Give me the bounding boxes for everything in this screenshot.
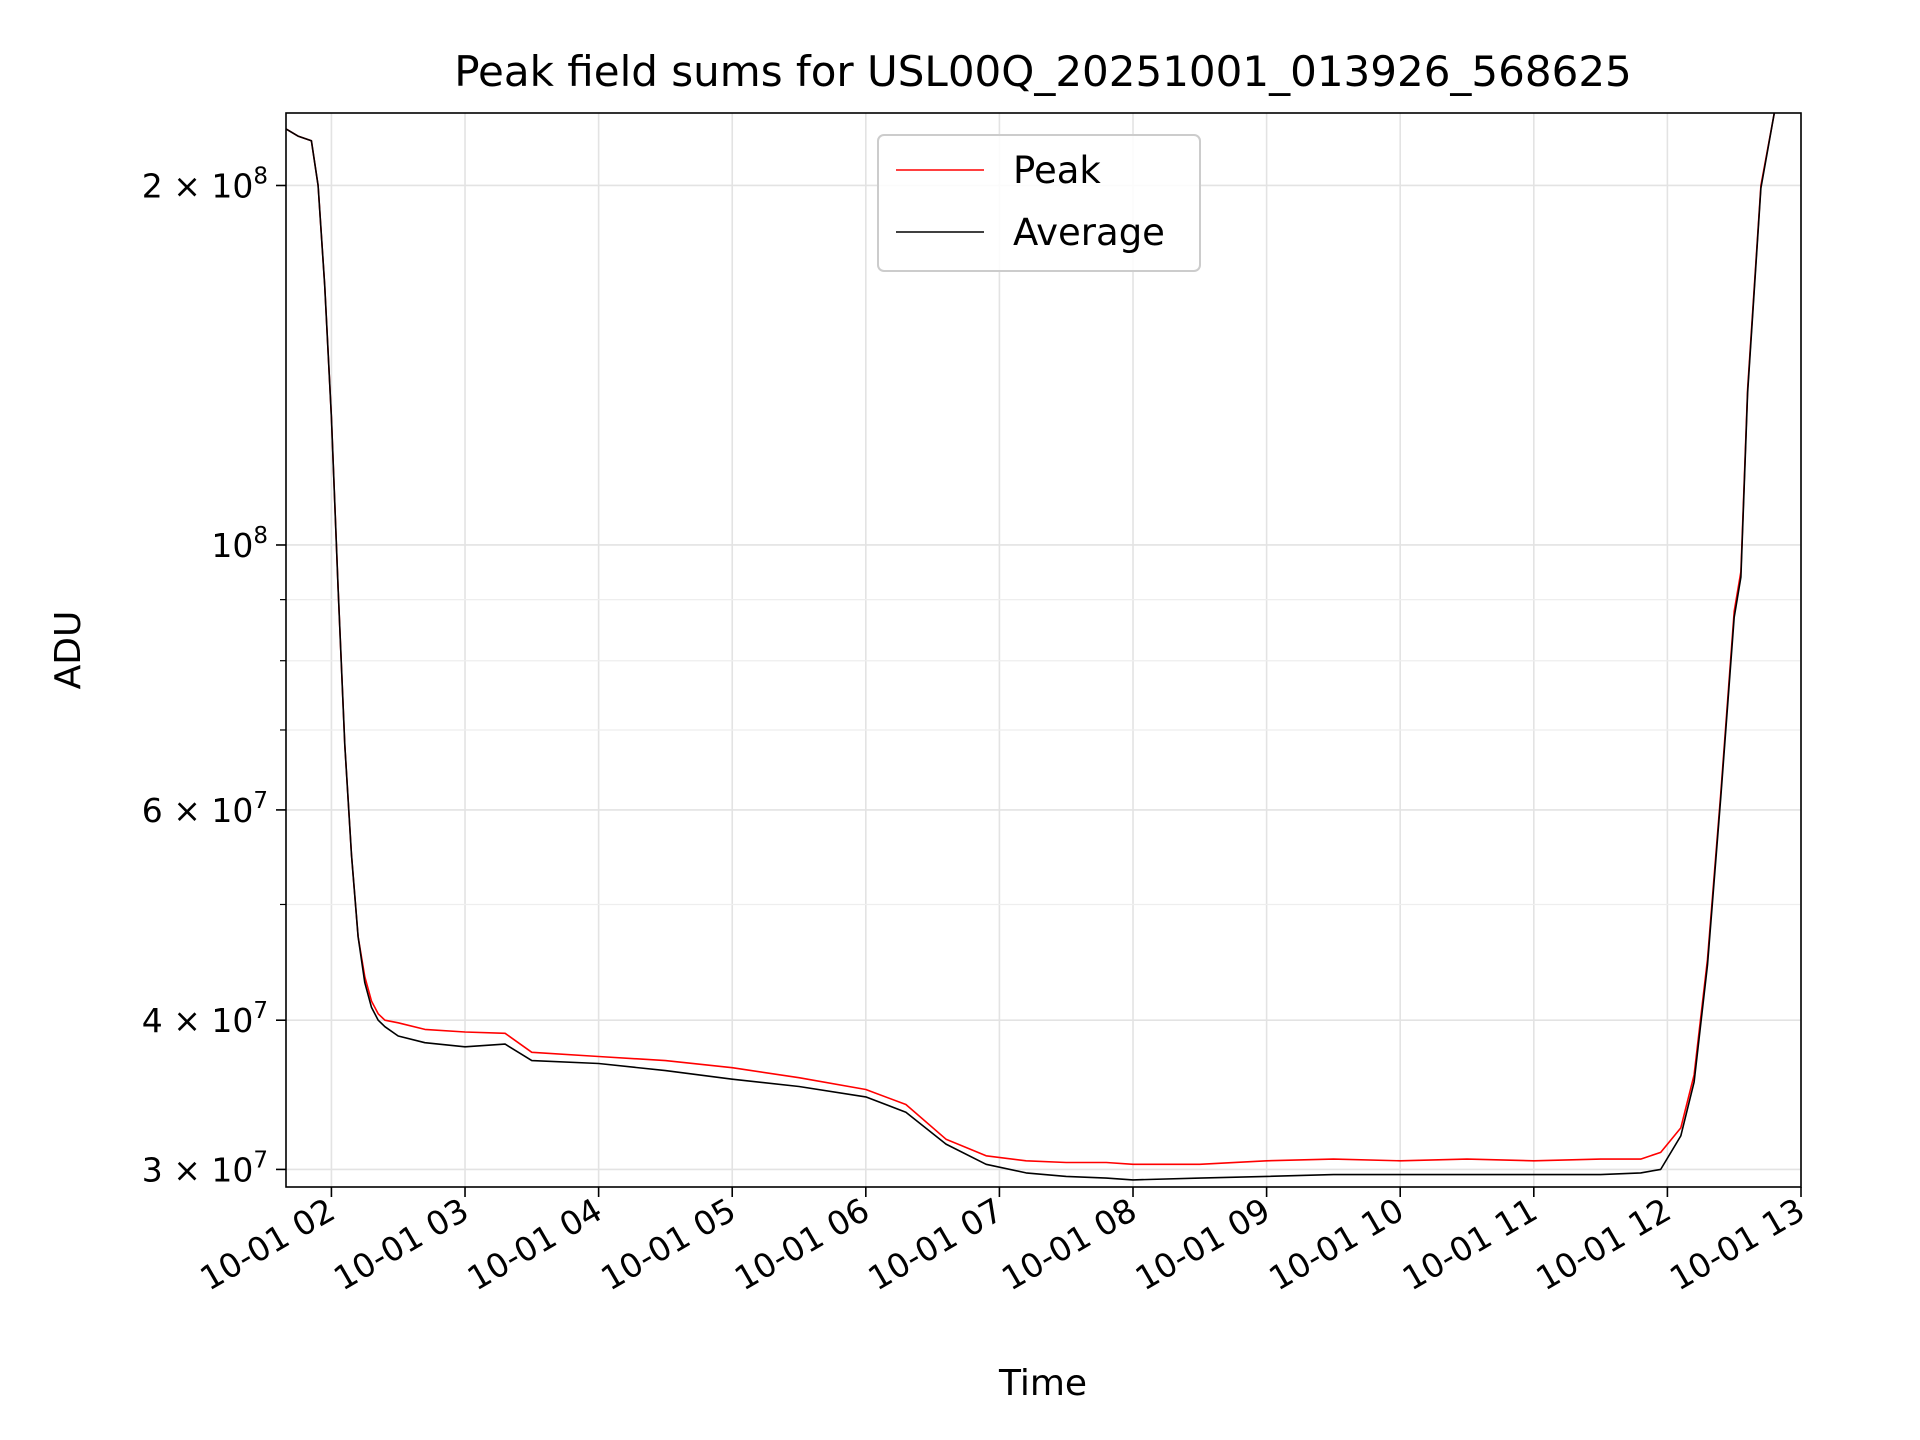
y-tick-label: 108 <box>211 523 268 565</box>
legend-label-peak: Peak <box>1013 149 1101 192</box>
y-axis-label: ADU <box>48 611 89 690</box>
legend-label-average: Average <box>1013 211 1165 254</box>
y-tick-label: 6 × 107 <box>142 788 268 830</box>
y-tick-label: 4 × 107 <box>142 998 268 1040</box>
y-tick-label: 2 × 108 <box>142 163 268 205</box>
legend: Peak Average <box>877 134 1201 272</box>
plot-frame <box>285 112 1802 1188</box>
series-group <box>286 113 1776 1181</box>
y-tick-label: 3 × 107 <box>142 1147 268 1189</box>
series-line-average <box>286 113 1776 1181</box>
chart-title: Peak field sums for USL00Q_20251001_0139… <box>454 47 1632 96</box>
legend-box <box>877 134 1201 272</box>
grid <box>286 113 1802 1187</box>
x-axis-label: Time <box>998 1363 1087 1404</box>
